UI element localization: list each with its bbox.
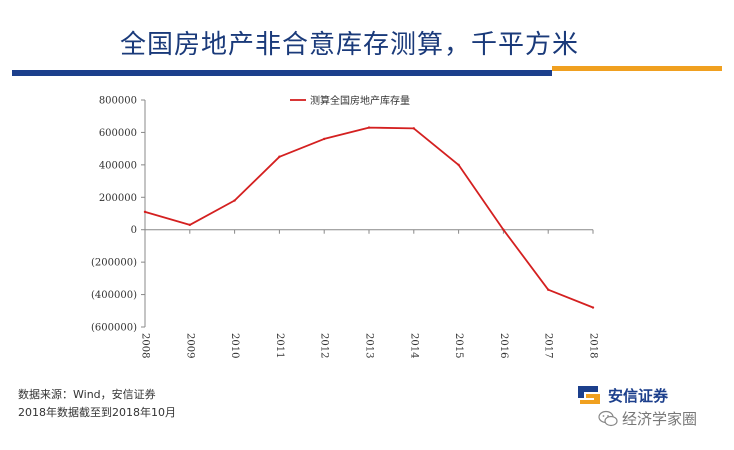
x-tick-label: 2008 xyxy=(140,333,151,358)
y-tick-label: (600000) xyxy=(91,323,137,334)
x-tick-label: 2014 xyxy=(408,333,419,358)
x-tick-label: 2013 xyxy=(364,333,375,358)
chart: 800000 600000 400000 200000 0 (200000) (400000… xyxy=(91,94,599,358)
y-tick-label: 600000 xyxy=(99,128,137,139)
data-point xyxy=(412,127,415,130)
source-note: 数据来源：Wind，安信证券 xyxy=(18,388,156,401)
series xyxy=(143,126,595,309)
x-tick-label: 2017 xyxy=(543,333,554,358)
data-note: 2018年数据截至到2018年10月 xyxy=(18,406,176,419)
x-tick-label: 2018 xyxy=(588,333,599,358)
x-axis: 2008 2009 2010 2011 2012 2013 2014 2015 2016 2017… xyxy=(140,229,599,358)
y-tick-label: 400000 xyxy=(99,160,137,171)
x-tick-label: 2012 xyxy=(319,333,330,358)
y-tick-label: (400000) xyxy=(91,290,137,301)
wechat-icon xyxy=(598,410,618,427)
x-tick-label: 2011 xyxy=(274,333,285,358)
watermark-text: 经济学家圈 xyxy=(622,410,698,428)
data-point xyxy=(547,288,550,291)
y-axis: 800000 600000 400000 200000 0 (200000) (400000… xyxy=(91,96,146,334)
anxin-logo-icon xyxy=(578,386,600,404)
x-tick-label: 2016 xyxy=(498,333,509,358)
legend-label: 测算全国房地产库存量 xyxy=(310,94,410,107)
data-point xyxy=(278,155,281,158)
brand-name: 安信证券 xyxy=(608,387,669,405)
data-point xyxy=(143,210,147,214)
data-point xyxy=(367,126,371,129)
data-point xyxy=(502,228,505,231)
legend: 测算全国房地产库存量 xyxy=(290,94,410,107)
y-tick-label: 0 xyxy=(131,225,137,236)
data-point xyxy=(188,223,191,227)
y-tick-label: (200000) xyxy=(91,258,137,269)
series-line xyxy=(144,126,594,309)
title-underline-blue xyxy=(12,70,552,76)
title-underline-orange xyxy=(552,66,722,71)
data-point xyxy=(233,199,236,202)
x-tick-label: 2015 xyxy=(453,333,464,358)
page-title: 全国房地产非合意库存测算，千平方米 xyxy=(120,30,580,60)
x-tick-label: 2010 xyxy=(229,333,240,358)
data-point xyxy=(591,306,595,309)
x-tick-label: 2009 xyxy=(184,333,195,358)
y-tick-label: 800000 xyxy=(99,96,137,107)
data-point xyxy=(323,137,326,141)
y-tick-label: 200000 xyxy=(99,193,137,204)
data-point xyxy=(457,163,460,167)
